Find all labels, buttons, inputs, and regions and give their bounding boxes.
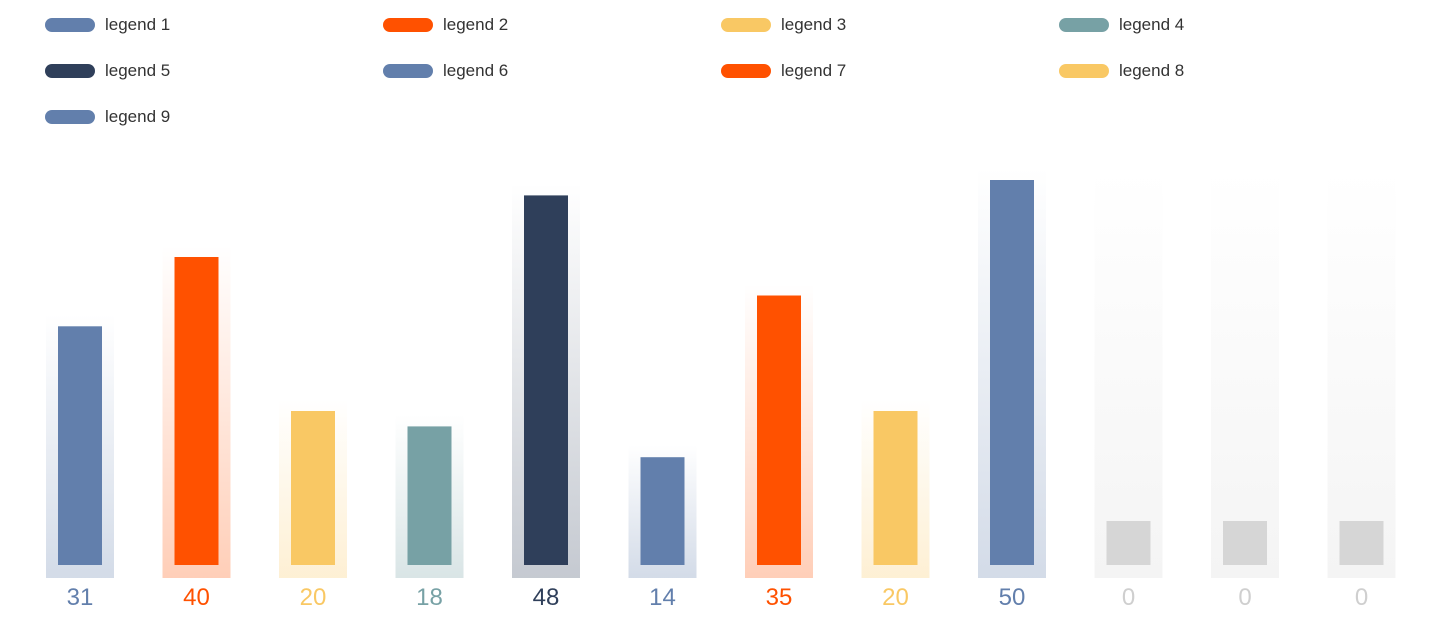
legend-label: legend 5 xyxy=(105,61,171,80)
legend-item[interactable]: legend 6 xyxy=(383,58,508,84)
legend-label: legend 6 xyxy=(443,61,509,80)
bar-glow xyxy=(1327,170,1396,578)
bar[interactable] xyxy=(1223,521,1267,565)
bar[interactable] xyxy=(1106,521,1151,565)
bar[interactable] xyxy=(58,326,102,565)
legend-item[interactable]: legend 7 xyxy=(721,58,846,84)
legend-swatch xyxy=(1059,18,1109,32)
bar[interactable] xyxy=(1339,521,1384,565)
legend-item[interactable]: legend 9 xyxy=(45,104,170,130)
bar-value-label: 0 xyxy=(1238,584,1251,611)
bar-glow xyxy=(1094,170,1163,578)
legend-label: legend 8 xyxy=(1119,61,1185,80)
legend-item[interactable]: legend 1 xyxy=(45,12,170,38)
legend-label: legend 3 xyxy=(781,15,847,34)
legend-label: legend 1 xyxy=(105,15,171,34)
bar[interactable] xyxy=(873,411,918,565)
bar[interactable] xyxy=(407,426,452,565)
bar-value-label: 20 xyxy=(300,584,327,611)
legend-swatch xyxy=(383,64,433,78)
legend-swatch xyxy=(45,64,95,78)
legend-item[interactable]: legend 3 xyxy=(721,12,846,38)
bar-value-label: 20 xyxy=(882,584,909,611)
legend-swatch xyxy=(45,18,95,32)
bar[interactable] xyxy=(640,457,685,565)
legend-item[interactable]: legend 5 xyxy=(45,58,170,84)
bar[interactable] xyxy=(174,257,219,565)
bar[interactable] xyxy=(757,295,801,566)
bar-value-label: 18 xyxy=(416,584,443,611)
chart-legend: legend 1 legend 2 legend 3 legend 4 legend 5… xyxy=(45,12,1425,142)
bar[interactable] xyxy=(524,195,568,565)
bar-value-label: 48 xyxy=(533,584,560,611)
bar-value-label: 40 xyxy=(183,584,210,611)
bar[interactable] xyxy=(291,411,335,565)
legend-swatch xyxy=(45,110,95,124)
bar-value-label: 31 xyxy=(67,584,94,611)
legend-item[interactable]: legend 8 xyxy=(1059,58,1184,84)
bar-value-label: 14 xyxy=(649,584,676,611)
bar-value-label: 0 xyxy=(1122,584,1135,611)
bar-glow xyxy=(1211,170,1279,578)
legend-swatch xyxy=(1059,64,1109,78)
legend-label: legend 2 xyxy=(443,15,509,34)
legend-swatch xyxy=(721,64,771,78)
bar-value-label: 35 xyxy=(766,584,793,611)
legend-item[interactable]: legend 2 xyxy=(383,12,508,38)
legend-label: legend 7 xyxy=(781,61,847,80)
legend-label: legend 4 xyxy=(1119,15,1185,34)
legend-item[interactable]: legend 4 xyxy=(1059,12,1184,38)
legend-label: legend 9 xyxy=(105,107,171,126)
legend-swatch xyxy=(383,18,433,32)
bar-value-label: 50 xyxy=(999,584,1026,611)
bar-value-label: 0 xyxy=(1355,584,1368,611)
legend-swatch xyxy=(721,18,771,32)
bar[interactable] xyxy=(990,180,1034,565)
